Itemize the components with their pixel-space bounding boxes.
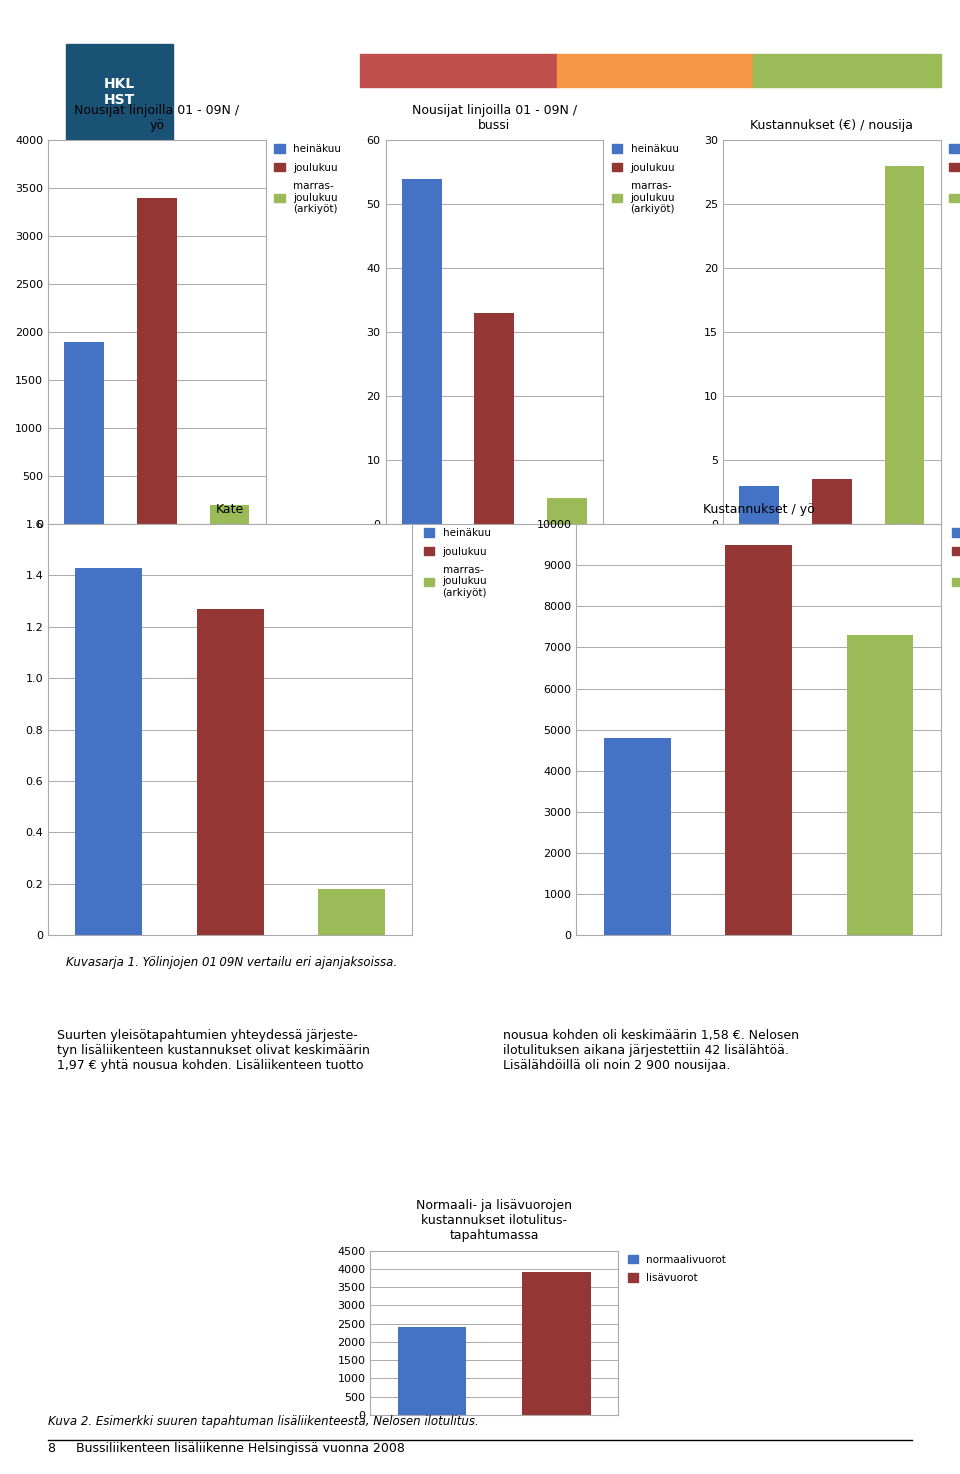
Bar: [398, 1327, 467, 1415]
Title: Kustannukset / yö: Kustannukset / yö: [703, 503, 814, 516]
Bar: [66, 44, 173, 140]
Bar: [812, 479, 852, 525]
Bar: [725, 544, 792, 936]
Bar: [197, 609, 264, 936]
Text: Kuva 2. Esimerkki suuren tapahtuman lisäliikenteestä, Nelosen ilotulitus.: Kuva 2. Esimerkki suuren tapahtuman lisä…: [48, 1415, 479, 1428]
Legend: heinäkuu, joulukuu, marras-
joulukuu
(arkiyöt): heinäkuu, joulukuu, marras- joulukuu (ar…: [608, 140, 683, 218]
Legend: normaalivuorot, lisävuorot: normaalivuorot, lisävuorot: [623, 1250, 731, 1287]
Legend: heinäkuu, joulukuu, marras-
joulukuu
(arkiyöt): heinäkuu, joulukuu, marras- joulukuu (ar…: [420, 525, 494, 603]
Bar: [604, 738, 670, 936]
Legend: heinäkuu, joulukuu, marras-
joulukuu,
arkiyöt: heinäkuu, joulukuu, marras- joulukuu, ar…: [948, 525, 960, 603]
Legend: heinäkuu, joulukuu, marras-
joulukuu
(arkiyöt): heinäkuu, joulukuu, marras- joulukuu (ar…: [946, 140, 960, 218]
Bar: [64, 342, 105, 525]
Bar: [557, 55, 754, 87]
Bar: [319, 889, 385, 936]
Text: nousua kohden oli keskimäärin 1,58 €. Nelosen
ilotulituksen aikana järjestettiin: nousua kohden oli keskimäärin 1,58 €. Ne…: [503, 1029, 800, 1072]
Text: 8     Bussiliikenteen lisäliikenne Helsingissä vuonna 2008: 8 Bussiliikenteen lisäliikenne Helsingis…: [48, 1442, 405, 1455]
Legend: heinäkuu, joulukuu, marras-
joulukuu
(arkiyöt): heinäkuu, joulukuu, marras- joulukuu (ar…: [270, 140, 346, 218]
Bar: [522, 1272, 590, 1415]
Bar: [884, 165, 924, 525]
Text: HKL
HST: HKL HST: [104, 77, 135, 108]
Bar: [209, 504, 250, 525]
Title: Nousijat linjoilla 01 - 09N /
yö: Nousijat linjoilla 01 - 09N / yö: [74, 105, 239, 133]
Bar: [402, 178, 442, 525]
Text: Suurten yleisötapahtumien yhteydessä järjeste-
tyn lisäliikenteen kustannukset o: Suurten yleisötapahtumien yhteydessä jär…: [57, 1029, 370, 1072]
Bar: [547, 498, 587, 525]
Bar: [75, 567, 142, 936]
Title: Kate: Kate: [216, 503, 245, 516]
Title: Normaali- ja lisävuorojen
kustannukset ilotulitus-
tapahtumassa: Normaali- ja lisävuorojen kustannukset i…: [417, 1200, 572, 1243]
Bar: [754, 55, 941, 87]
Bar: [360, 55, 557, 87]
Bar: [474, 312, 515, 525]
Bar: [137, 198, 177, 525]
Bar: [847, 635, 914, 936]
Bar: [739, 485, 780, 525]
Title: Kustannukset (€) / nousija: Kustannukset (€) / nousija: [751, 119, 913, 133]
Title: Nousijat linjoilla 01 - 09N /
bussi: Nousijat linjoilla 01 - 09N / bussi: [412, 105, 577, 133]
Text: Kuvasarja 1. Yölinjojen 01 09N vertailu eri ajanjaksoissa.: Kuvasarja 1. Yölinjojen 01 09N vertailu …: [66, 957, 397, 970]
